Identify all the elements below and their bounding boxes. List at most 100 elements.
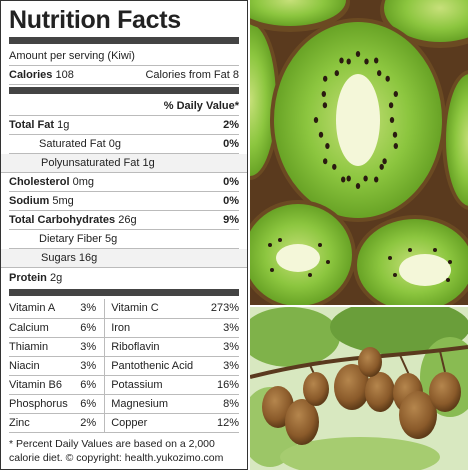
kiwi-seed	[341, 176, 346, 183]
kiwi-seed	[385, 75, 390, 82]
kiwi-seed	[374, 57, 379, 64]
label-title: Nutrition Facts	[9, 6, 181, 34]
nutrient-row: Dietary Fiber 5g	[9, 230, 239, 249]
nutrient-name: Saturated Fat	[39, 138, 106, 150]
nutrient-name: Total Fat	[9, 119, 55, 131]
nutrient-amount: 26g	[118, 214, 137, 226]
nutrient-row: Sugars 16g	[1, 249, 247, 268]
calories-value: 108	[55, 69, 74, 81]
nutrient-name: Polyunsaturated Fat	[41, 157, 140, 169]
daily-value-header: % Daily Value*	[9, 97, 239, 116]
serving-text: Amount per serving (Kiwi)	[9, 50, 135, 62]
kiwi-seed	[355, 51, 361, 57]
vitamin-name: Riboflavin	[104, 337, 207, 357]
nutrient-daily-value: 9%	[223, 214, 239, 226]
nutrient-amount: 16g	[78, 252, 98, 264]
vitamin-name: Vitamin B6	[9, 375, 77, 395]
nutrient-row: Total Carbohydrates 26g 9%	[9, 211, 239, 230]
kiwi-seed	[346, 58, 351, 65]
vitamin-daily-value: 2%	[76, 413, 106, 433]
kiwi-seed	[334, 70, 339, 77]
kiwi-seed	[389, 117, 395, 123]
kiwi-seed	[323, 158, 328, 165]
nutrient-daily-value: 0%	[223, 138, 239, 150]
nutrient-name: Protein	[9, 271, 47, 284]
footnote: * Percent Daily Values are based on a 2,…	[9, 437, 224, 464]
vitamin-name: Potassium	[104, 375, 207, 395]
nutrient-name: Sodium	[9, 195, 50, 207]
kiwi-slices-photo	[250, 0, 468, 305]
kiwi-seed	[393, 143, 398, 149]
nutrient-amount: 0mg	[72, 176, 94, 188]
vitamin-row: Vitamin B6 6% Potassium 16%	[9, 375, 239, 395]
vitamin-daily-value: 3%	[76, 356, 106, 376]
kiwi-seed	[321, 91, 326, 97]
vitamin-daily-value: 3%	[206, 318, 239, 338]
nutrient-amount: 5mg	[52, 195, 74, 207]
vitamin-daily-value: 273%	[206, 299, 239, 319]
kiwi-seed	[332, 163, 337, 170]
serving-row: Amount per serving (Kiwi)	[9, 47, 239, 66]
divider-thick	[9, 87, 239, 94]
vitamin-daily-value: 16%	[206, 375, 239, 395]
nutrient-amount: 0g	[108, 138, 121, 150]
divider-thick	[9, 37, 239, 44]
kiwi-seed	[318, 131, 324, 138]
vitamin-daily-value: 8%	[206, 394, 239, 414]
kiwi-seed	[339, 57, 344, 64]
nutrient-name: Sugars	[41, 252, 76, 264]
nutrient-amount: 2g	[49, 271, 63, 284]
vitamin-daily-value: 6%	[76, 318, 106, 338]
vitamin-table: Vitamin A 3% Vitamin C 273% Calcium 6% Iron 3% T…	[9, 299, 239, 433]
vitamin-row: Calcium 6% Iron 3%	[9, 318, 239, 338]
vitamin-row: Zinc 2% Copper 12%	[9, 413, 239, 433]
nutrition-label: Nutrition Facts Amount per serving (Kiwi…	[0, 0, 248, 470]
vitamin-name: Phosphorus	[9, 394, 77, 414]
vitamin-daily-value: 12%	[206, 413, 239, 433]
kiwi-seed	[346, 175, 351, 182]
nutrient-amount: 5g	[105, 233, 118, 245]
vitamin-name: Magnesium	[104, 394, 207, 414]
vitamin-name: Zinc	[9, 413, 77, 433]
calories-row: Calories 108 Calories from Fat 8	[9, 66, 239, 85]
calories-label: Calories	[9, 69, 53, 81]
nutrient-daily-value: 2%	[223, 119, 239, 131]
nutrient-amount: 1g	[142, 157, 155, 169]
kiwi-seed	[313, 117, 319, 123]
vitamin-row: Niacin 3% Pantothenic Acid 3%	[9, 356, 239, 376]
vitamin-row: Thiamin 3% Riboflavin 3%	[9, 337, 239, 357]
kiwi-seed	[382, 158, 387, 165]
nutrient-row: Protein 2g	[9, 268, 239, 287]
vitamin-name: Niacin	[9, 356, 77, 376]
vitamin-name: Vitamin C	[104, 299, 207, 319]
vitamin-row: Vitamin A 3% Vitamin C 273%	[9, 299, 239, 319]
kiwi-seed	[374, 176, 379, 183]
nutrient-name: Dietary Fiber	[39, 233, 102, 245]
kiwi-seed	[325, 143, 330, 149]
vitamin-daily-value: 3%	[206, 337, 239, 357]
kiwi-seed	[322, 102, 328, 109]
nutrient-list: Total Fat 1g 2% Saturated Fat 0g 0% Polyunsa…	[1, 116, 247, 287]
vitamin-daily-value: 6%	[76, 394, 106, 414]
vitamin-row: Phosphorus 6% Magnesium 8%	[9, 394, 239, 414]
kiwi-seed	[363, 175, 368, 182]
vitamin-name: Pantothenic Acid	[104, 356, 207, 376]
kiwi-seed	[392, 131, 398, 138]
nutrient-amount: 1g	[57, 119, 70, 131]
kiwi-seed	[364, 58, 369, 65]
kiwi-slices-image	[250, 0, 468, 305]
vitamin-name: Copper	[104, 413, 207, 433]
vitamin-name: Calcium	[9, 318, 77, 338]
kiwi-vine-photo	[250, 307, 468, 470]
kiwi-vine-image	[250, 307, 468, 470]
nutrient-name: Cholesterol	[9, 176, 70, 188]
nutrient-daily-value: 0%	[223, 195, 239, 207]
nutrient-row: Total Fat 1g 2%	[9, 116, 239, 135]
vitamin-daily-value: 3%	[76, 337, 106, 357]
divider-thick	[9, 289, 239, 296]
vitamin-name: Iron	[104, 318, 207, 338]
nutrient-name: Total Carbohydrates	[9, 214, 116, 226]
kiwi-seed	[355, 183, 361, 189]
nutrient-row: Sodium 5mg 0%	[9, 192, 239, 211]
vitamin-daily-value: 3%	[206, 356, 239, 376]
